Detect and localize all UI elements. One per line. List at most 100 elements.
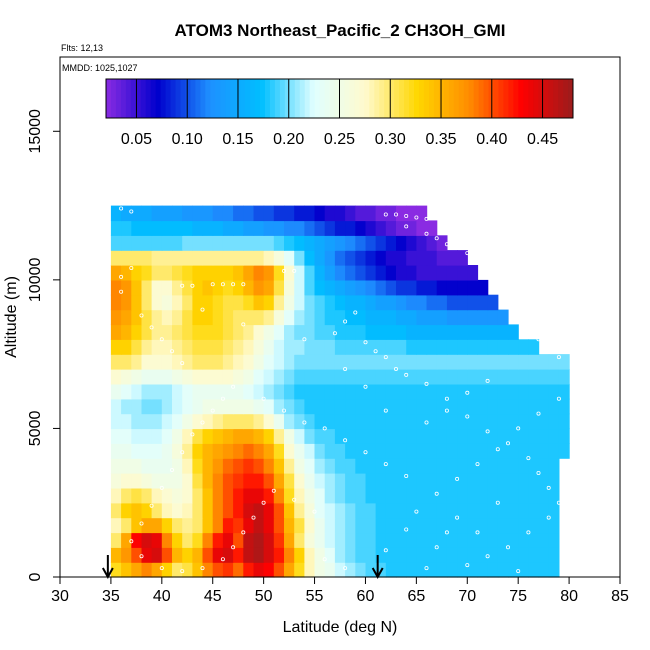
- heatmap-cell-11-31: [426, 398, 438, 415]
- heatmap-cell-5-17: [284, 487, 295, 504]
- heatmap-cell-7-21: [324, 458, 336, 474]
- heatmap-cell-2-9: [202, 532, 214, 548]
- heatmap-cell-24-14: [253, 205, 265, 222]
- heatmap-cell-13-40: [518, 369, 529, 385]
- heatmap-cell-16-16: [273, 324, 285, 340]
- heatmap-cell-1-1: [121, 547, 132, 563]
- heatmap-cell-12-8: [192, 383, 204, 400]
- colorbar-swatch-47: [339, 79, 345, 118]
- heatmap-cell-2-4: [151, 532, 163, 548]
- heatmap-cell-1-30: [416, 547, 428, 563]
- heatmap-cell-8-41: [528, 443, 540, 459]
- heatmap-cell-19-15: [263, 279, 275, 296]
- heatmap-cell-10-44: [558, 413, 570, 430]
- heatmap-cell-0-1: [121, 562, 132, 578]
- heatmap-cell-15-32: [436, 339, 448, 355]
- heatmap-cell-7-6: [172, 458, 183, 474]
- heatmap-cell-4-11: [222, 502, 234, 519]
- heatmap-cell-13-13: [243, 369, 255, 385]
- heatmap-cell-5-27: [385, 487, 397, 504]
- heatmap-cell-16-29: [406, 324, 417, 340]
- heatmap-cell-20-22: [334, 265, 346, 281]
- heatmap-cell-8-20: [314, 443, 326, 459]
- heatmap-cell-20-16: [273, 265, 285, 281]
- sample-point-50: [424, 566, 429, 571]
- heatmap-cell-12-27: [385, 383, 397, 400]
- heatmap-cell-1-35: [467, 547, 479, 563]
- sample-point-107: [444, 530, 449, 535]
- heatmap-cell-2-36: [477, 532, 489, 548]
- colorbar-swatch-28: [245, 79, 251, 118]
- x-tick-label-6: 60: [357, 588, 375, 605]
- heatmap-cell-1-14: [253, 547, 265, 563]
- heatmap-cell-11-5: [161, 398, 173, 415]
- heatmap-cell-23-27: [385, 220, 397, 236]
- heatmap-cell-3-41: [528, 517, 540, 534]
- heatmap-cell-17-10: [212, 309, 224, 326]
- heatmap-cell-9-13: [243, 428, 255, 444]
- heatmap-cell-9-22: [334, 428, 346, 444]
- heatmap-cell-18-9: [202, 294, 214, 311]
- heatmap-cell-11-41: [528, 398, 540, 415]
- x-tick-label-11: 85: [611, 588, 629, 605]
- heatmap-cell-6-37: [487, 473, 499, 489]
- heatmap-cell-24-20: [314, 205, 326, 222]
- heatmap-cell-23-9: [202, 220, 214, 236]
- heatmap-cell-6-0: [110, 473, 122, 489]
- sample-point-97: [465, 390, 470, 395]
- heatmap-cell-24-15: [263, 205, 275, 222]
- heatmap-cell-22-29: [406, 235, 417, 251]
- heatmap-cell-0-21: [324, 562, 336, 578]
- heatmap-cell-10-23: [345, 413, 356, 430]
- heatmap-cell-6-35: [467, 473, 479, 489]
- sample-point-31: [373, 349, 378, 354]
- heatmap-cell-23-29: [406, 220, 417, 236]
- heatmap-cell-8-22: [334, 443, 346, 459]
- colorbar-swatch-48: [344, 79, 350, 118]
- heatmap-cell-11-20: [314, 398, 326, 415]
- heatmap-cell-7-8: [192, 458, 204, 474]
- sample-point-71: [129, 539, 134, 544]
- heatmap-cell-1-2: [131, 547, 143, 563]
- heatmap-cell-1-32: [436, 547, 448, 563]
- heatmap-cell-19-11: [222, 279, 234, 296]
- heatmap-cell-20-27: [385, 265, 397, 281]
- heatmap-cell-17-20: [314, 309, 326, 326]
- heatmap-cell-16-14: [253, 324, 265, 340]
- colorbar-swatch-10: [155, 79, 162, 118]
- heatmap-cell-9-4: [151, 428, 163, 444]
- heatmap-cell-13-32: [436, 369, 448, 385]
- heatmap-cell-17-12: [233, 309, 244, 326]
- heatmap-cell-2-24: [355, 532, 367, 548]
- heatmap-cell-12-0: [110, 383, 122, 400]
- heatmap-cell-11-25: [365, 398, 377, 415]
- heatmap-cell-3-0: [110, 517, 122, 534]
- heatmap-cell-13-19: [304, 369, 316, 385]
- heatmap-cell-6-21: [324, 473, 336, 489]
- heatmap-cell-10-24: [355, 413, 367, 430]
- heatmap-cell-19-19: [304, 279, 316, 296]
- heatmap-cell-13-23: [345, 369, 356, 385]
- sample-point-117: [302, 337, 307, 342]
- heatmap-cell-0-31: [426, 562, 438, 578]
- heatmap-cell-2-26: [375, 532, 387, 548]
- colorbar-swatch-57: [389, 79, 395, 118]
- colorbar-swatch-38: [294, 79, 301, 118]
- heatmap-cell-4-26: [375, 502, 387, 519]
- sample-point-78: [200, 420, 205, 425]
- colorbar: 0.05 0.10 0.15 0.20 0.25 0.30 0.35 0.40 0.45: [105, 78, 574, 148]
- heatmap-cell-2-22: [334, 532, 346, 548]
- heatmap-cell-19-35: [467, 279, 479, 296]
- heatmap-cell-14-22: [334, 354, 346, 370]
- heatmap-cell-7-34: [457, 458, 468, 474]
- heatmap-cell-5-33: [446, 487, 458, 504]
- heatmap-cell-2-28: [396, 532, 407, 548]
- heatmap-cell-15-5: [161, 339, 173, 355]
- heatmap-cell-23-21: [324, 220, 336, 236]
- heatmap-cell-6-14: [253, 473, 265, 489]
- heatmap-cell-16-21: [324, 324, 336, 340]
- heatmap-cell-18-36: [477, 294, 489, 311]
- arrow-marker-0: [101, 555, 114, 580]
- sample-point-25: [516, 316, 521, 321]
- sample-point-108: [455, 515, 460, 520]
